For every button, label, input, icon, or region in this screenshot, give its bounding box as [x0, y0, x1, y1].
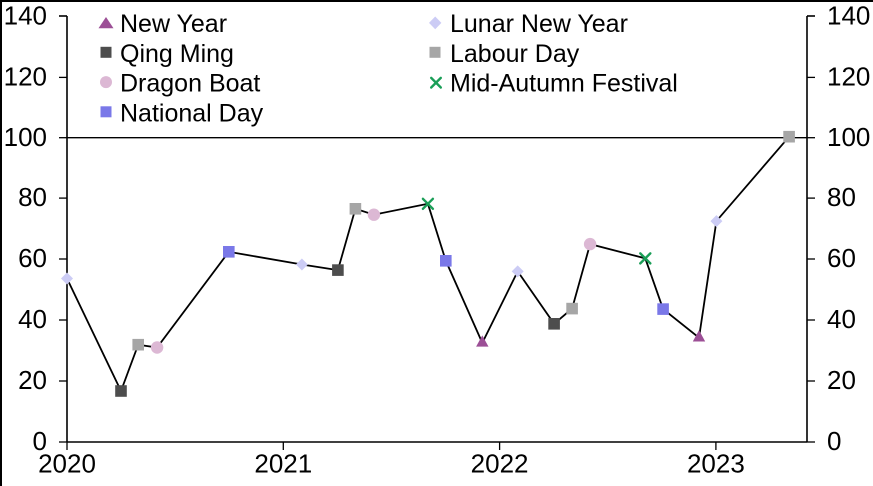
svg-text:40: 40: [18, 304, 47, 334]
svg-text:2023: 2023: [687, 449, 745, 479]
svg-text:40: 40: [827, 304, 856, 334]
svg-text:2020: 2020: [38, 449, 96, 479]
svg-text:Mid-Autumn Festival: Mid-Autumn Festival: [450, 70, 678, 98]
svg-text:Lunar New Year: Lunar New Year: [450, 10, 628, 38]
svg-text:New Year: New Year: [120, 10, 227, 38]
svg-text:100: 100: [4, 122, 47, 152]
svg-text:2022: 2022: [471, 449, 529, 479]
svg-text:100: 100: [827, 122, 870, 152]
svg-text:Qing Ming: Qing Ming: [120, 40, 234, 68]
svg-text:80: 80: [18, 182, 47, 212]
svg-text:2021: 2021: [254, 449, 312, 479]
svg-text:140: 140: [4, 1, 47, 31]
svg-text:20: 20: [18, 365, 47, 395]
svg-text:80: 80: [827, 182, 856, 212]
svg-text:120: 120: [827, 62, 870, 92]
svg-text:120: 120: [4, 62, 47, 92]
svg-text:60: 60: [827, 243, 856, 273]
svg-text:140: 140: [827, 1, 870, 31]
svg-text:Labour Day: Labour Day: [450, 40, 580, 68]
svg-text:0: 0: [827, 426, 841, 456]
svg-text:20: 20: [827, 365, 856, 395]
svg-text:Dragon Boat: Dragon Boat: [120, 70, 260, 98]
svg-text:60: 60: [18, 243, 47, 273]
svg-text:National Day: National Day: [120, 99, 264, 127]
